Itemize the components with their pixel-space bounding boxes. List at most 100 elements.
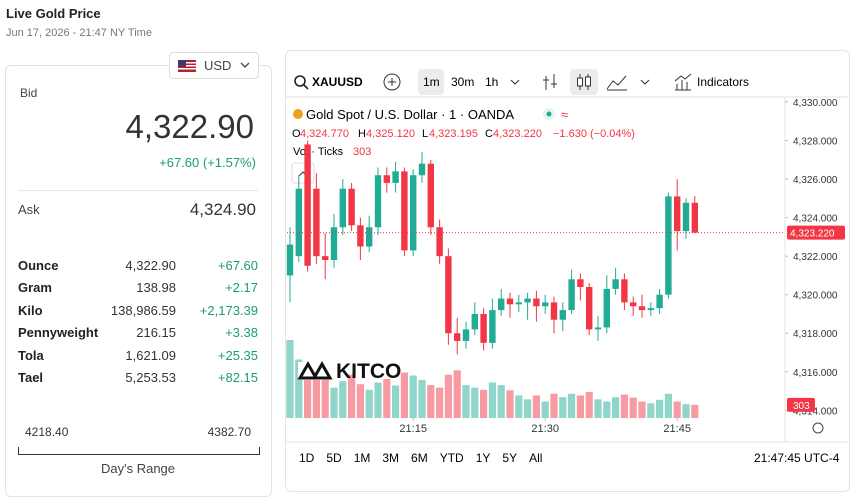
bid-label: Bid [20, 86, 38, 100]
volume-bar [312, 376, 320, 418]
style-menu[interactable] [640, 79, 650, 85]
candle-body [410, 175, 417, 251]
range-button[interactable]: 1Y [476, 451, 491, 465]
candle-body [550, 302, 558, 320]
wave-icon: ≈ [561, 107, 568, 122]
volume-bar [620, 394, 628, 418]
candle-body [594, 327, 602, 330]
volume-bar [330, 387, 338, 418]
compare-icon [388, 78, 396, 86]
bid-value: 4,322.90 [125, 108, 254, 145]
volume-bar [295, 359, 303, 418]
range-button[interactable]: 5D [326, 451, 342, 465]
range-button[interactable]: All [529, 451, 542, 465]
range-button[interactable]: 5Y [502, 451, 517, 465]
interval[interactable]: 1m [423, 75, 440, 89]
price: 138,986.59 [110, 302, 176, 318]
change: +3.38 [225, 325, 258, 341]
change: +2.17 [225, 280, 258, 296]
candle-body [638, 306, 646, 311]
volume-bar [365, 389, 373, 418]
candle-body [489, 310, 496, 343]
range-button[interactable]: 1M [354, 451, 371, 465]
volume-bar [647, 403, 655, 418]
volume-tag [787, 397, 815, 412]
y-tick-label: 4,314.000 [793, 406, 838, 417]
candle-body [322, 256, 329, 261]
bar-style-button[interactable] [543, 74, 557, 90]
volume-bar [532, 395, 540, 418]
active-interval-bg [418, 69, 444, 95]
unit: Ounce [18, 258, 59, 273]
candle-body [533, 298, 540, 307]
interval-menu[interactable] [510, 79, 520, 85]
area-style-button[interactable] [606, 75, 627, 91]
candle-body [427, 163, 434, 228]
price: 216.15 [136, 325, 176, 341]
volume-bar [594, 399, 602, 418]
candle-body [568, 279, 575, 311]
change: +25.35 [217, 347, 258, 363]
volume-bar [524, 399, 532, 418]
range-bar [18, 447, 260, 455]
volume-bar [436, 387, 444, 418]
volume-bar [392, 385, 400, 418]
table-row: Kilo 138,986.59 +2,173.39 [18, 303, 258, 323]
y-tick-label: 4,330.000 [793, 98, 838, 109]
volume-bar [568, 393, 576, 418]
unit: Pennyweight [18, 325, 99, 341]
currency-select[interactable]: USD [169, 52, 259, 79]
candle-body [304, 144, 311, 266]
watermark-text: KITCO [336, 360, 401, 383]
volume-bar [559, 397, 567, 418]
candle-body [313, 188, 320, 257]
legend-change: −1.630 (−0.04%) [553, 128, 635, 140]
candle-body [348, 188, 355, 226]
ask-label: Ask [18, 202, 40, 217]
interval[interactable]: 1h [485, 75, 498, 89]
range-button[interactable]: 1D [299, 451, 315, 465]
legend-value: 4,325.120 [366, 128, 415, 140]
volume-bar [691, 404, 699, 418]
candle-body [542, 302, 549, 307]
volume-bar [656, 399, 664, 418]
volume-bar [383, 379, 391, 418]
legend-value: 4,324.770 [300, 128, 349, 140]
timestamp: Jun 17, 2026 - 21:47 NY Time [6, 27, 152, 39]
candle-body [665, 196, 672, 295]
legend-label: L [422, 128, 428, 140]
volume-bar [515, 395, 523, 418]
candle-body [374, 175, 382, 228]
settings-button[interactable] [812, 422, 824, 434]
volume-bar [348, 374, 356, 418]
candle-body [498, 298, 505, 311]
range-high: 4382.70 [207, 425, 251, 439]
volume-bar [409, 375, 417, 418]
flag-icon [178, 60, 196, 72]
volume-bar [682, 404, 690, 418]
candle-body [674, 196, 681, 232]
volume-bar [444, 374, 452, 418]
volume-value: 303 [353, 146, 371, 158]
volume-bar [321, 379, 329, 418]
unit: Tola [18, 347, 44, 363]
table-row: Tola 1,621.09 +25.35 [18, 348, 258, 368]
range-button[interactable]: 6M [411, 451, 428, 465]
volume-label: Vol · Ticks [293, 146, 344, 158]
range-button[interactable]: 3M [382, 451, 399, 465]
change: +67.60 [217, 258, 258, 273]
candle-body [286, 244, 294, 276]
candle-body [524, 298, 531, 303]
price-tag [787, 225, 845, 240]
candle-style-button[interactable] [570, 69, 598, 95]
compare-button[interactable] [383, 73, 401, 91]
candle-body [383, 175, 390, 183]
indicators-button[interactable]: Indicators [697, 75, 749, 89]
range-button[interactable]: YTD [440, 451, 464, 465]
volume-bar [629, 397, 637, 418]
symbol[interactable]: XAUUSD [312, 75, 363, 89]
candle-body [630, 302, 637, 307]
interval[interactable]: 30m [451, 75, 474, 89]
page: {"header": {"title": "Live Gold Price", … [5, 6, 850, 497]
symbol-logo [293, 109, 303, 119]
